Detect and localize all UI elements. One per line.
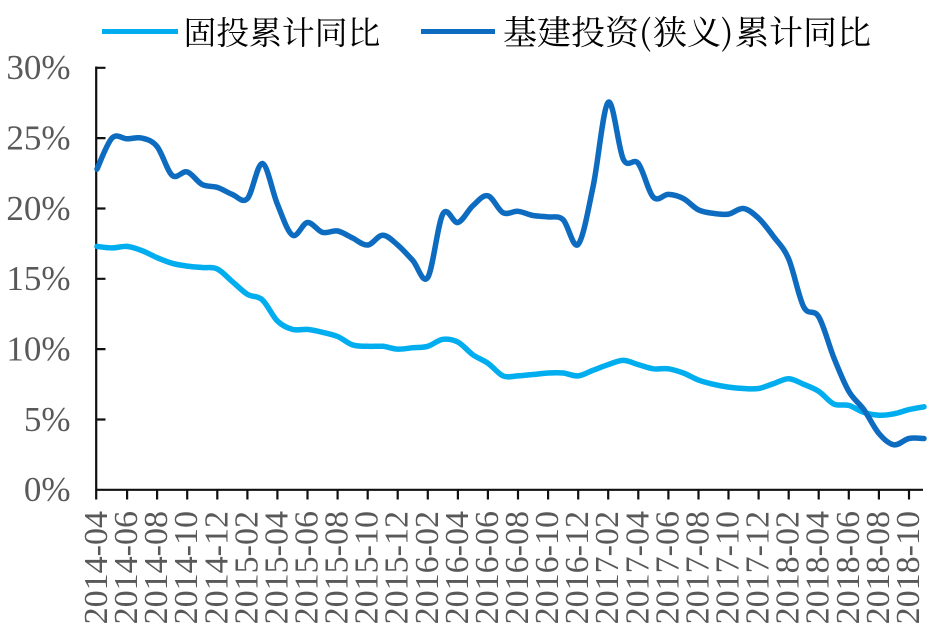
svg-text:2017-12: 2017-12 (740, 511, 777, 624)
svg-text:2018-04: 2018-04 (800, 511, 837, 624)
svg-text:2014-08: 2014-08 (138, 511, 175, 624)
svg-text:2015-10: 2015-10 (349, 511, 386, 624)
svg-text:15%: 15% (6, 259, 70, 298)
svg-text:2017-10: 2017-10 (710, 511, 747, 624)
svg-text:2014-04: 2014-04 (78, 511, 115, 624)
svg-text:2017-04: 2017-04 (619, 511, 656, 624)
svg-text:2018-10: 2018-10 (890, 511, 927, 624)
svg-text:2016-10: 2016-10 (529, 511, 566, 624)
svg-text:2018-02: 2018-02 (770, 511, 807, 624)
svg-text:2017-08: 2017-08 (680, 511, 717, 624)
svg-text:2016-08: 2016-08 (499, 511, 536, 624)
svg-text:2017-02: 2017-02 (589, 511, 626, 624)
svg-text:2014-10: 2014-10 (168, 511, 205, 624)
svg-text:2016-12: 2016-12 (559, 511, 596, 624)
svg-text:2015-08: 2015-08 (319, 511, 356, 624)
svg-text:2016-06: 2016-06 (469, 511, 506, 624)
svg-text:2015-04: 2015-04 (258, 511, 295, 624)
svg-text:2016-04: 2016-04 (439, 511, 476, 624)
svg-text:20%: 20% (6, 189, 70, 228)
svg-text:2014-06: 2014-06 (108, 511, 145, 624)
svg-text:2016-02: 2016-02 (409, 511, 446, 624)
svg-text:25%: 25% (6, 119, 70, 158)
svg-text:5%: 5% (24, 400, 71, 439)
svg-text:2018-08: 2018-08 (860, 511, 897, 624)
svg-text:0%: 0% (24, 470, 71, 509)
svg-text:30%: 30% (6, 48, 70, 87)
svg-text:2018-06: 2018-06 (830, 511, 867, 624)
svg-text:2015-12: 2015-12 (379, 511, 416, 624)
svg-text:2015-06: 2015-06 (289, 511, 326, 624)
svg-text:2017-06: 2017-06 (649, 511, 686, 624)
svg-text:2015-02: 2015-02 (228, 511, 265, 624)
svg-text:2014-12: 2014-12 (198, 511, 235, 624)
svg-text:10%: 10% (6, 330, 70, 369)
